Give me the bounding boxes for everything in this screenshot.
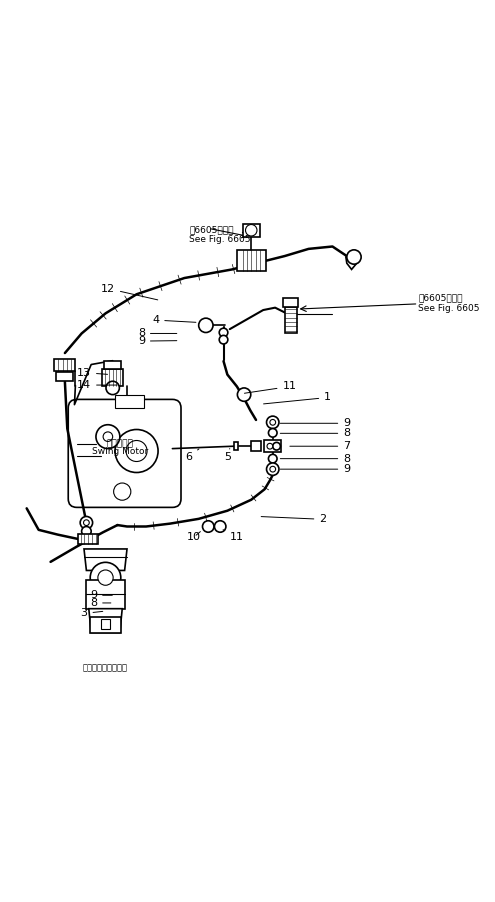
Text: 9: 9 [90,590,112,601]
Text: 旋回モータ: 旋回モータ [106,439,133,448]
Text: 2: 2 [261,514,327,524]
Text: 8: 8 [90,598,111,608]
Text: 14: 14 [77,380,117,390]
Bar [264,440,281,452]
Text: 9: 9 [138,336,177,346]
Text: Swing Motor: Swing Motor [92,446,148,456]
Circle shape [270,466,276,472]
Bar [90,617,121,632]
Bar [102,369,123,386]
Text: 11: 11 [223,529,244,542]
Text: スイベルジョイント: スイベルジョイント [83,664,128,672]
Circle shape [114,483,131,501]
Circle shape [246,225,257,236]
Bar [234,442,238,450]
Text: 7: 7 [290,441,350,451]
Polygon shape [346,253,359,270]
Bar [251,441,261,451]
FancyBboxPatch shape [68,400,181,508]
Circle shape [273,442,280,450]
Bar [56,373,73,381]
Text: 9: 9 [280,419,350,428]
Circle shape [347,250,361,264]
Circle shape [106,382,119,394]
Circle shape [219,328,228,336]
Bar [78,534,98,544]
Bar [100,619,110,629]
Circle shape [84,520,89,526]
Text: 10: 10 [187,531,201,542]
Polygon shape [89,609,122,632]
Circle shape [202,520,214,532]
Text: 9: 9 [280,465,350,474]
Text: 12: 12 [101,283,158,299]
Circle shape [82,527,91,536]
Bar [104,361,121,369]
Text: 第6605図参照
See Fig. 6605: 第6605図参照 See Fig. 6605 [189,225,250,244]
Bar [54,359,75,372]
Text: 6: 6 [186,449,199,462]
Circle shape [126,440,147,462]
Circle shape [267,444,273,449]
Circle shape [103,432,113,441]
Circle shape [268,455,277,463]
Text: 1: 1 [263,392,331,404]
Polygon shape [84,549,127,570]
Circle shape [238,388,251,401]
Circle shape [266,416,279,428]
Bar [283,298,297,307]
Circle shape [214,520,226,532]
Circle shape [198,318,213,333]
Circle shape [268,428,277,437]
Text: 11: 11 [245,382,297,393]
Circle shape [90,562,121,593]
Bar [243,224,260,237]
Text: 第6605図参照
See Fig. 6605: 第6605図参照 See Fig. 6605 [418,293,480,313]
Circle shape [98,570,113,585]
Circle shape [96,425,120,448]
Text: 4: 4 [152,315,196,325]
Text: 8: 8 [280,428,350,438]
Circle shape [80,517,93,529]
Circle shape [115,429,158,473]
Circle shape [270,419,276,425]
Text: 13: 13 [77,368,107,378]
Bar [115,394,144,408]
Circle shape [219,336,228,344]
Text: 8: 8 [138,328,177,338]
Text: 8: 8 [280,454,350,464]
Bar [285,307,297,333]
Bar [87,580,125,609]
Circle shape [266,463,279,475]
Text: 5: 5 [224,448,231,462]
Text: 3: 3 [81,609,103,619]
Bar [237,251,266,272]
